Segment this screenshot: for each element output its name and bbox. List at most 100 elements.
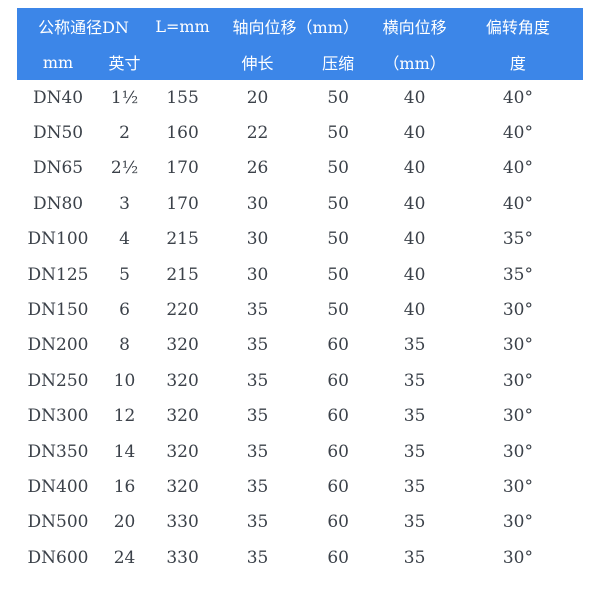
table-cell: 12: [99, 398, 150, 434]
table-cell: DN50: [17, 115, 100, 151]
table-cell: 35: [376, 540, 453, 576]
table-cell: 50: [299, 80, 377, 116]
table-cell: 2½: [99, 150, 150, 187]
table-cell: 330: [150, 504, 216, 541]
header-nominal-diameter: 公称通径DN: [17, 8, 150, 44]
table-cell: 320: [150, 398, 216, 434]
table-cell: 35: [215, 540, 300, 576]
header-lateral-unit: （mm）: [376, 44, 453, 80]
table-cell: 5: [99, 256, 150, 293]
header-row-1: 公称通径DN L=mm 轴向位移（mm） 横向位移 偏转角度: [17, 8, 583, 44]
table-cell: 20: [215, 80, 300, 116]
table-cell: 35°: [452, 221, 583, 257]
table-body: DN40 1½ 155 20 50 40 40° DN50 2 160 22 50 40 40° DN65 2…: [17, 80, 583, 576]
table-cell: 320: [150, 327, 216, 364]
table-cell: DN40: [17, 80, 100, 116]
table-cell: 40°: [452, 80, 583, 116]
table-cell: 30°: [452, 540, 583, 576]
table-cell: 35: [376, 433, 453, 470]
header-deflection-angle: 偏转角度: [452, 8, 583, 44]
table-cell: 40°: [452, 115, 583, 151]
table-cell: 16: [99, 469, 150, 505]
table-cell: 2: [99, 115, 150, 151]
table-cell: DN65: [17, 150, 100, 187]
table-cell: 40: [376, 115, 453, 151]
table-cell: 30: [215, 221, 300, 257]
table-cell: 155: [150, 80, 216, 116]
table-cell: 30°: [452, 433, 583, 470]
table-cell: 170: [150, 186, 216, 222]
table-cell: DN100: [17, 221, 100, 257]
table-cell: 35°: [452, 256, 583, 293]
spec-table-container: 公称通径DN L=mm 轴向位移（mm） 横向位移 偏转角度 mm 英寸 伸长 …: [17, 8, 583, 576]
table-cell: 60: [299, 540, 377, 576]
table-cell: 320: [150, 433, 216, 470]
table-row: DN65 2½ 170 26 50 40 40°: [17, 150, 583, 187]
table-cell: 220: [150, 292, 216, 328]
table-cell: 35: [215, 504, 300, 541]
table-cell: 40: [376, 186, 453, 222]
header-axial-displacement: 轴向位移（mm）: [215, 8, 377, 44]
header-inch: 英寸: [99, 44, 150, 80]
table-cell: 30°: [452, 292, 583, 328]
table-cell: 160: [150, 115, 216, 151]
table-cell: 35: [215, 292, 300, 328]
table-cell: 8: [99, 327, 150, 364]
table-cell: 60: [299, 327, 377, 364]
table-cell: DN80: [17, 186, 100, 222]
table-cell: DN500: [17, 504, 100, 541]
table-cell: 60: [299, 469, 377, 505]
table-cell: 22: [215, 115, 300, 151]
table-cell: 50: [299, 150, 377, 187]
table-cell: 35: [376, 504, 453, 541]
table-cell: 35: [376, 327, 453, 364]
table-cell: 40: [376, 150, 453, 187]
table-cell: 30°: [452, 363, 583, 399]
table-cell: 30°: [452, 469, 583, 505]
table-row: DN80 3 170 30 50 40 40°: [17, 186, 583, 222]
table-cell: 50: [299, 256, 377, 293]
header-elongation: 伸长: [215, 44, 300, 80]
table-cell: 60: [299, 363, 377, 399]
table-cell: 30°: [452, 398, 583, 434]
table-row: DN100 4 215 30 50 40 35°: [17, 221, 583, 257]
table-cell: 40: [376, 292, 453, 328]
table-cell: 330: [150, 540, 216, 576]
table-cell: 20: [99, 504, 150, 541]
table-cell: 35: [215, 469, 300, 505]
table-cell: 35: [215, 433, 300, 470]
table-row: DN300 12 320 35 60 35 30°: [17, 398, 583, 434]
table-row: DN600 24 330 35 60 35 30°: [17, 540, 583, 576]
table-cell: 320: [150, 469, 216, 505]
table-cell: 40: [376, 80, 453, 116]
table-cell: 40: [376, 256, 453, 293]
table-cell: 24: [99, 540, 150, 576]
table-cell: DN250: [17, 363, 100, 399]
header-length: L=mm: [150, 8, 216, 44]
table-row: DN400 16 320 35 60 35 30°: [17, 469, 583, 505]
table-cell: 215: [150, 256, 216, 293]
table-cell: 170: [150, 150, 216, 187]
pipe-spec-table: 公称通径DN L=mm 轴向位移（mm） 横向位移 偏转角度 mm 英寸 伸长 …: [17, 8, 583, 576]
header-blank: [150, 44, 216, 80]
table-cell: 30: [215, 186, 300, 222]
table-cell: 35: [215, 398, 300, 434]
header-lateral-displacement: 横向位移: [376, 8, 453, 44]
table-row: DN200 8 320 35 60 35 30°: [17, 327, 583, 364]
table-cell: DN300: [17, 398, 100, 434]
table-cell: 35: [215, 363, 300, 399]
table-cell: DN350: [17, 433, 100, 470]
table-cell: 60: [299, 398, 377, 434]
table-row: DN150 6 220 35 50 40 30°: [17, 292, 583, 328]
table-cell: 60: [299, 504, 377, 541]
table-cell: 320: [150, 363, 216, 399]
header-row-2: mm 英寸 伸长 压缩 （mm） 度: [17, 44, 583, 80]
table-cell: 50: [299, 221, 377, 257]
table-row: DN250 10 320 35 60 35 30°: [17, 363, 583, 399]
table-cell: 26: [215, 150, 300, 187]
table-cell: 30°: [452, 504, 583, 541]
table-cell: 35: [376, 398, 453, 434]
table-row: DN125 5 215 30 50 40 35°: [17, 256, 583, 293]
table-cell: DN600: [17, 540, 100, 576]
table-row: DN50 2 160 22 50 40 40°: [17, 115, 583, 151]
